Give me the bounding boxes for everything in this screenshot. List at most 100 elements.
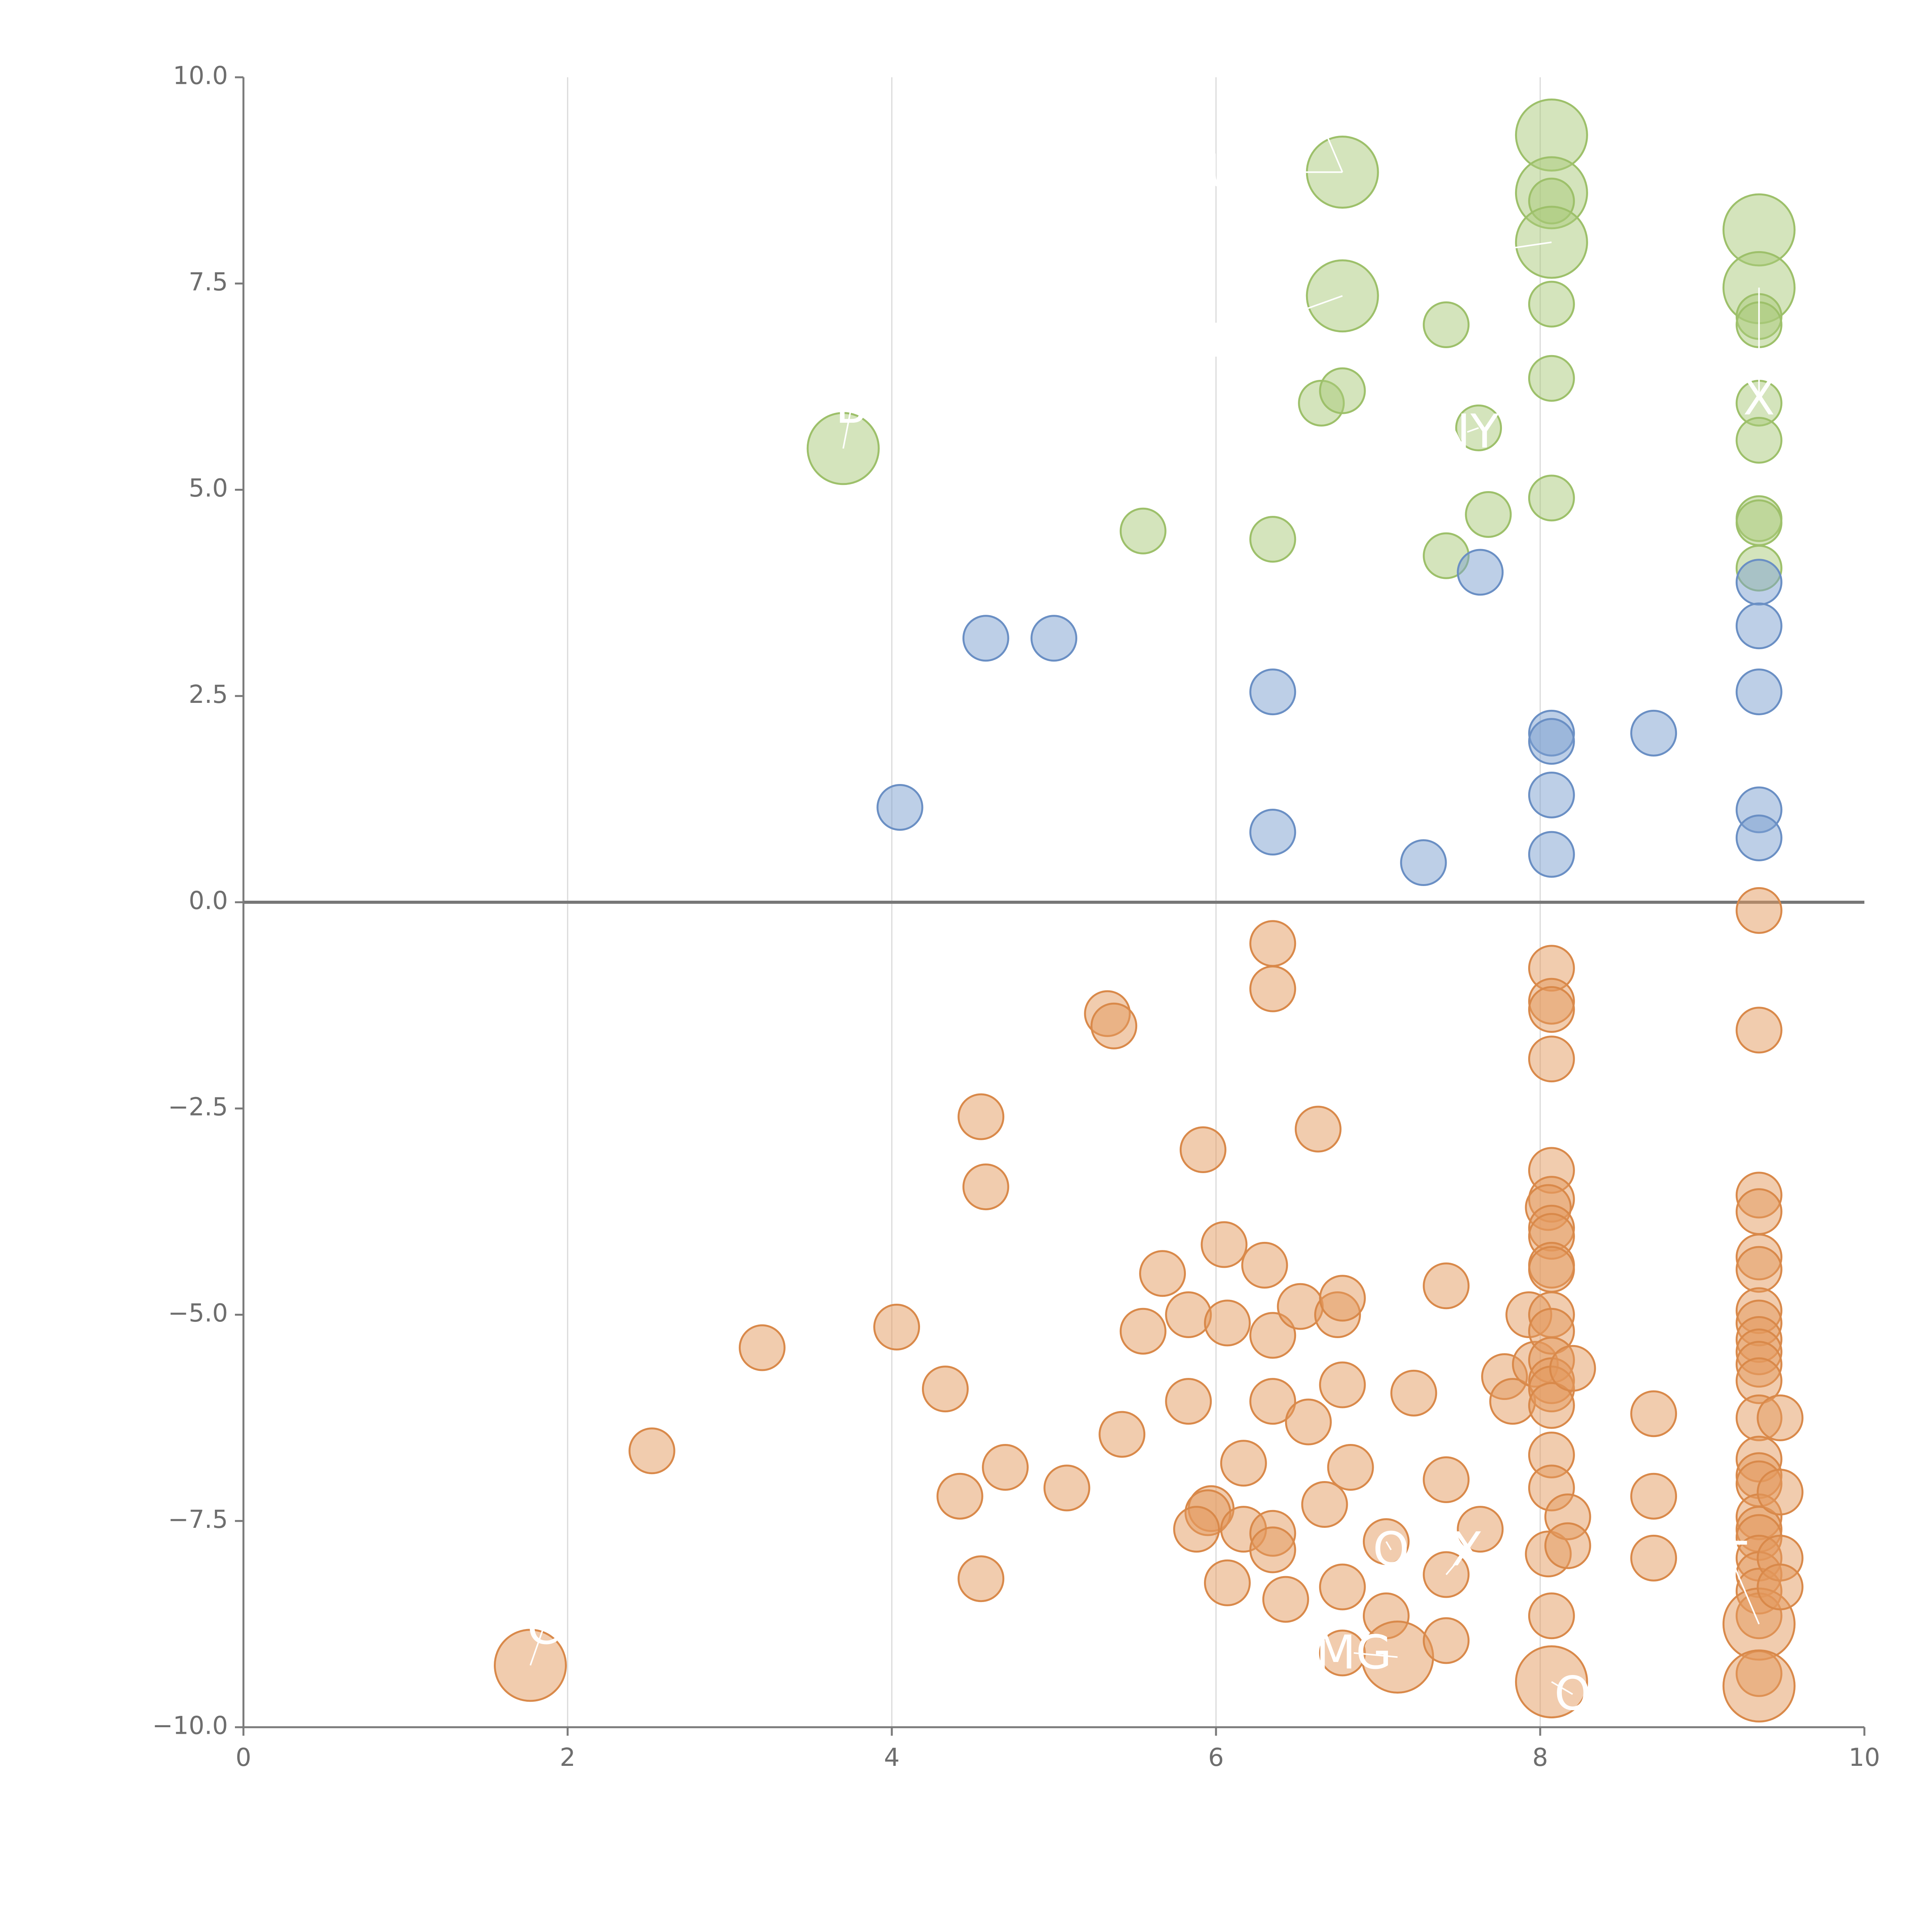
data-point-blue (1249, 668, 1296, 716)
callout-label: MG (1316, 1626, 1392, 1680)
data-point-orange (738, 1324, 786, 1371)
data-point-green (1423, 301, 1470, 348)
callout-label: I (1209, 314, 1223, 368)
data-point-blue (1249, 809, 1296, 856)
callout-label: U (1207, 145, 1241, 199)
callout-leader-line (842, 407, 852, 449)
y-tick-label: 5.0 (189, 474, 228, 503)
x-tick-label: 10 (1849, 1743, 1880, 1772)
data-point-orange (922, 1366, 969, 1413)
callout-leader-line (1467, 242, 1552, 256)
data-point-orange (1319, 1361, 1366, 1408)
callout-label: NY (1436, 405, 1499, 459)
data-point-orange (1241, 1242, 1288, 1289)
data-point-orange (1722, 1649, 1796, 1723)
y-tick-label: −10.0 (152, 1712, 228, 1740)
x-tick-label: 4 (884, 1743, 900, 1772)
x-tick-label: 2 (560, 1743, 576, 1772)
data-point-blue (876, 784, 923, 831)
data-point-orange (1204, 1559, 1251, 1606)
y-tick-label: 10.0 (173, 62, 228, 90)
data-point-orange (1204, 1299, 1251, 1347)
data-point-orange (1735, 1188, 1782, 1235)
data-point-orange (1139, 1250, 1186, 1297)
callout-label: O (1303, 95, 1339, 149)
data-point-orange (1457, 1506, 1504, 1553)
callout-leader-line (1446, 1549, 1468, 1575)
callout-leader-line (1385, 1541, 1392, 1550)
data-point-orange (1179, 1126, 1226, 1173)
axes: 10.0 7.5 5.0 2.5 0.0 −2.5 −5.0 −7.5 −10.0 0 2 4 6 8 10 (152, 62, 1880, 1772)
data-point-blue (1457, 549, 1504, 596)
data-point-green (1735, 417, 1782, 464)
data-point-green (1119, 507, 1167, 554)
data-point-blue (1031, 615, 1077, 662)
callout-label: B (835, 380, 867, 434)
data-point-orange (1630, 1534, 1677, 1582)
data-point-blue (1400, 839, 1447, 886)
data-point-orange (1099, 1411, 1146, 1458)
data-point-blue (1735, 814, 1782, 861)
data-point-orange (1423, 1262, 1470, 1310)
x-tick-label: 0 (236, 1743, 252, 1772)
data-point-orange (1735, 1246, 1782, 1293)
data-point-orange (957, 1555, 1005, 1602)
data-point-green (1528, 474, 1575, 522)
data-point-orange (1249, 1526, 1296, 1573)
callout-leader-line (1216, 295, 1343, 342)
data-point-orange (1119, 1308, 1167, 1355)
data-point-orange (936, 1473, 983, 1520)
data-point-green (1528, 281, 1575, 328)
data-point-green (1319, 367, 1366, 414)
data-point-orange (1549, 1345, 1596, 1392)
data-point-blue (1735, 559, 1782, 606)
data-point-orange (962, 1163, 1009, 1211)
callout-label: X (1743, 372, 1775, 426)
data-point-orange (1630, 1390, 1677, 1437)
data-point-orange (1757, 1394, 1804, 1441)
data-point-orange (1165, 1291, 1212, 1338)
data-point-green (1465, 491, 1512, 538)
data-point-orange (1528, 1246, 1575, 1293)
callout-label: OT (1435, 228, 1500, 281)
data-point-orange (1249, 1312, 1296, 1359)
data-point-orange (1423, 1617, 1470, 1664)
x-tick-label: 8 (1532, 1743, 1548, 1772)
data-point-green (1249, 516, 1296, 563)
y-tick-label: −2.5 (168, 1093, 228, 1121)
data-points (494, 98, 1804, 1723)
data-point-orange (1090, 1002, 1138, 1049)
data-point-orange (1294, 1105, 1342, 1153)
data-point-orange (1423, 1456, 1470, 1503)
callout-leader-line (1320, 122, 1344, 173)
data-point-blue (1528, 718, 1575, 765)
data-point-orange (1319, 1275, 1366, 1322)
data-point-orange (1249, 1378, 1296, 1425)
callout-label: O (1373, 1523, 1409, 1577)
x-tick-label: 6 (1208, 1743, 1224, 1772)
callout-label: C (527, 1601, 560, 1655)
data-point-orange (1544, 1522, 1591, 1569)
callout-label: AL (1690, 1502, 1747, 1556)
data-point-orange (1165, 1378, 1212, 1425)
data-point-orange (1249, 965, 1296, 1012)
data-point-orange (1528, 1382, 1575, 1429)
callout-label: X (1451, 1523, 1483, 1577)
data-point-green (1515, 206, 1588, 279)
callout-leader-line (529, 1628, 544, 1666)
y-tick-label: 2.5 (189, 680, 228, 709)
y-tick-label: 0.0 (189, 887, 228, 915)
data-point-orange (1319, 1563, 1366, 1611)
callout-leader-line (1551, 1681, 1573, 1695)
data-point-orange (1528, 1036, 1575, 1083)
data-point-orange (1327, 1444, 1374, 1491)
data-point-orange (1173, 1506, 1220, 1553)
data-point-orange (1757, 1469, 1804, 1516)
data-point-blue (1735, 602, 1782, 650)
data-point-orange (1735, 887, 1782, 934)
data-point-green (1528, 355, 1575, 402)
callout-leader-line (1718, 1529, 1760, 1624)
data-point-orange (1285, 1398, 1332, 1446)
